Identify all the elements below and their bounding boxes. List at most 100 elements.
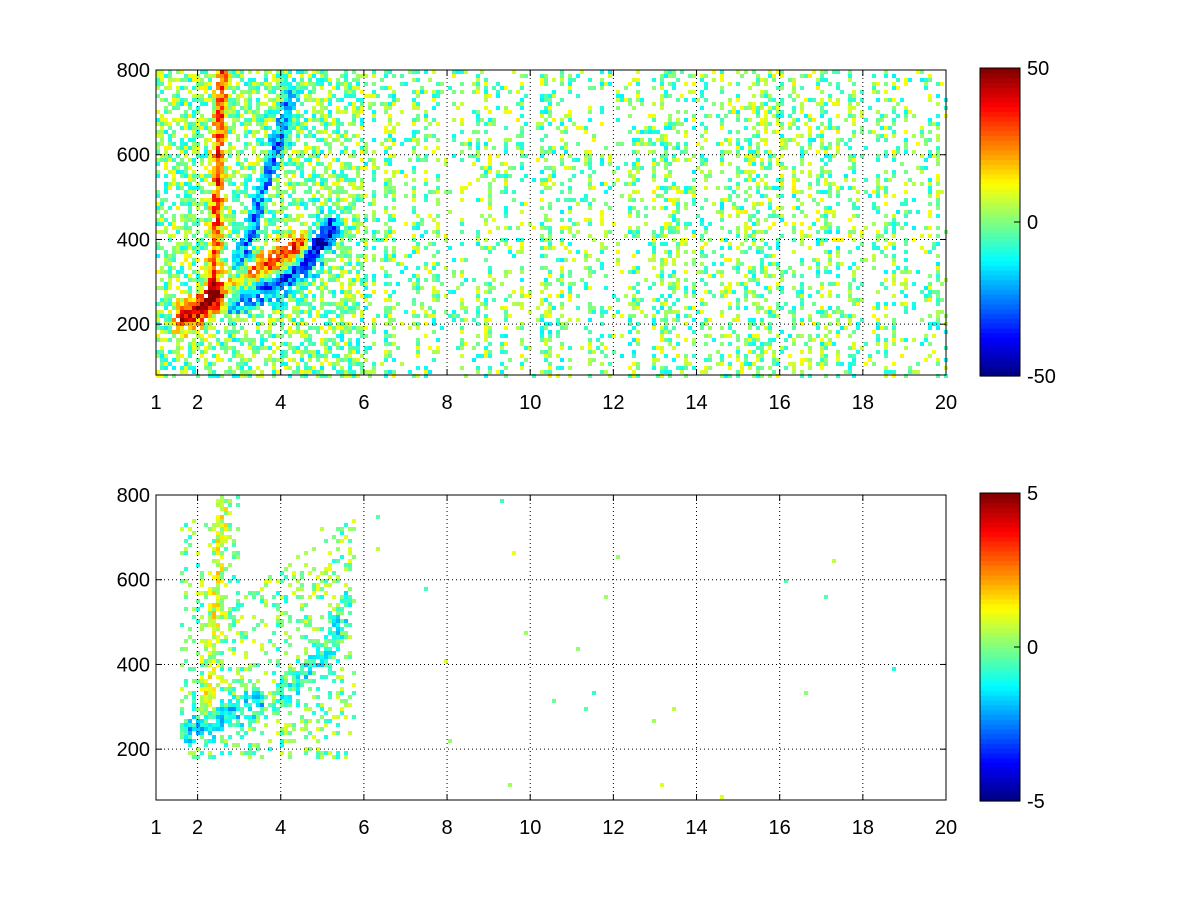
heatmap-cell — [508, 138, 512, 142]
heatmap-cell — [540, 234, 544, 238]
heatmap-cell — [780, 70, 784, 74]
heatmap-cell — [660, 346, 664, 350]
heatmap-cell — [412, 298, 416, 302]
heatmap-cell — [280, 278, 284, 282]
heatmap-cell — [188, 210, 192, 214]
heatmap-cell — [548, 150, 552, 154]
heatmap-cell — [180, 370, 184, 374]
heatmap-cell — [212, 286, 216, 290]
heatmap-cell — [388, 114, 392, 118]
heatmap-cell — [804, 150, 808, 154]
heatmap-cell — [160, 158, 164, 162]
heatmap-cell — [160, 314, 164, 318]
heatmap-cell — [548, 282, 552, 286]
heatmap-cell — [160, 222, 164, 226]
heatmap-cell — [644, 126, 648, 130]
heatmap-cell — [344, 146, 348, 150]
heatmap-cell — [232, 310, 236, 314]
heatmap-cell — [604, 230, 608, 234]
heatmap-cell — [800, 274, 804, 278]
heatmap-cell — [272, 246, 276, 250]
heatmap-cell — [660, 142, 664, 146]
heatmap-cell — [452, 154, 456, 158]
heatmap-cell — [664, 234, 668, 238]
heatmap-cell — [156, 270, 160, 274]
heatmap-cell — [652, 150, 656, 154]
heatmap-cell — [744, 170, 748, 174]
heatmap-cell — [192, 370, 196, 374]
heatmap-cell — [320, 138, 324, 142]
heatmap-cell — [588, 310, 592, 314]
heatmap-cell — [440, 326, 444, 330]
heatmap-cell — [768, 330, 772, 334]
heatmap-cell — [324, 270, 328, 274]
heatmap-cell — [588, 150, 592, 154]
heatmap-cell — [328, 166, 332, 170]
heatmap-cell — [360, 146, 364, 150]
heatmap-cell — [436, 214, 440, 218]
heatmap-cell — [288, 70, 292, 74]
heatmap-cell — [764, 326, 768, 330]
heatmap-cell — [232, 74, 236, 78]
heatmap-cell — [248, 142, 252, 146]
heatmap-cell — [168, 330, 172, 334]
heatmap-cell — [264, 114, 268, 118]
heatmap-cell — [240, 166, 244, 170]
heatmap-cell — [248, 270, 252, 274]
heatmap-cell — [316, 374, 320, 378]
heatmap-cell — [292, 350, 296, 354]
heatmap-cell — [340, 266, 344, 270]
heatmap-cell — [268, 70, 272, 74]
heatmap-cell — [248, 278, 252, 282]
heatmap-cell — [708, 318, 712, 322]
heatmap-cell — [160, 350, 164, 354]
heatmap-cell — [432, 98, 436, 102]
heatmap-cell — [612, 350, 616, 354]
heatmap-cell — [260, 322, 264, 326]
heatmap-cell — [180, 118, 184, 122]
heatmap-cell — [160, 310, 164, 314]
heatmap-cell — [220, 266, 224, 270]
heatmap-cell — [484, 318, 488, 322]
heatmap-cell — [592, 186, 596, 190]
heatmap-cell — [348, 226, 352, 230]
heatmap-cell — [640, 166, 644, 170]
heatmap-cell — [292, 182, 296, 186]
heatmap-cell — [220, 270, 224, 274]
heatmap-cell — [256, 186, 260, 190]
heatmap-cell — [400, 270, 404, 274]
heatmap-cell — [600, 106, 604, 110]
heatmap-cell — [388, 342, 392, 346]
heatmap-cell — [480, 166, 484, 170]
heatmap-cell — [324, 286, 328, 290]
heatmap-cell — [268, 282, 272, 286]
heatmap-cell — [240, 254, 244, 258]
heatmap-cell — [236, 186, 240, 190]
heatmap-cell — [204, 258, 208, 262]
heatmap-cell — [420, 86, 424, 90]
heatmap-cell — [184, 362, 188, 366]
heatmap-cell — [668, 230, 672, 234]
heatmap-cell — [292, 266, 296, 270]
heatmap-cell — [780, 346, 784, 350]
heatmap-cell — [704, 226, 708, 230]
heatmap-cell — [680, 370, 684, 374]
heatmap-cell — [344, 246, 348, 250]
heatmap-cell — [600, 262, 604, 266]
heatmap-cell — [280, 258, 284, 262]
heatmap-cell — [764, 310, 768, 314]
heatmap-cell — [196, 282, 200, 286]
heatmap-cell — [160, 118, 164, 122]
heatmap-cell — [164, 122, 168, 126]
heatmap-cell — [524, 202, 528, 206]
heatmap-cell — [760, 374, 764, 378]
heatmap-cell — [364, 142, 368, 146]
heatmap-cell — [540, 238, 544, 242]
heatmap-cell — [308, 310, 312, 314]
heatmap-cell — [224, 82, 228, 86]
heatmap-cell — [800, 262, 804, 266]
heatmap-cell — [684, 290, 688, 294]
heatmap-cell — [200, 126, 204, 130]
heatmap-cell — [232, 318, 236, 322]
heatmap-cell — [652, 306, 656, 310]
